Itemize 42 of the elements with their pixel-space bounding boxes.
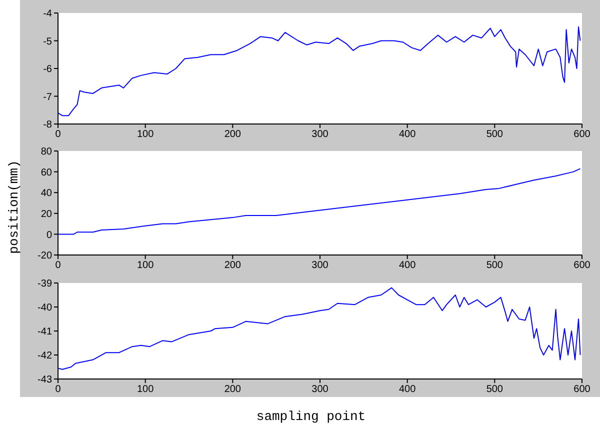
y-tick-label: -43 bbox=[38, 374, 52, 386]
y-tick-label: 80 bbox=[40, 146, 52, 158]
y-tick-label: -20 bbox=[38, 250, 52, 262]
y-tick-label: 0 bbox=[46, 230, 52, 241]
x-tick-label: 400 bbox=[398, 260, 416, 272]
y-tick-label: -39 bbox=[38, 278, 52, 290]
y-tick-label: 60 bbox=[40, 167, 52, 178]
x-tick-label: 600 bbox=[574, 384, 591, 396]
x-tick-label: 0 bbox=[55, 129, 62, 140]
x-tick-label: 0 bbox=[55, 260, 62, 272]
x-tick-label: 0 bbox=[55, 384, 62, 396]
x-tick-label: 200 bbox=[224, 129, 242, 140]
x-tick-label: 200 bbox=[224, 384, 242, 396]
y-tick-label: -8 bbox=[43, 120, 52, 131]
y-tick-label: -7 bbox=[43, 92, 52, 103]
x-tick-label: 100 bbox=[136, 260, 154, 272]
y-axis-title: position(mm) bbox=[6, 160, 22, 254]
y-tick-label: -41 bbox=[38, 326, 52, 338]
y-tick-label: 20 bbox=[40, 208, 52, 220]
x-tick-label: 500 bbox=[486, 384, 504, 396]
y-tick-label: -5 bbox=[43, 36, 52, 48]
x-tick-label: 500 bbox=[486, 129, 504, 140]
y-tick-label: -40 bbox=[38, 302, 52, 314]
x-tick-label: 100 bbox=[136, 129, 154, 140]
x-axis-title: sampling point bbox=[255, 409, 367, 424]
x-tick-label: 100 bbox=[136, 384, 154, 396]
x-tick-label: 400 bbox=[398, 384, 416, 396]
line-series bbox=[58, 287, 581, 370]
y-tick-label: -42 bbox=[38, 350, 52, 362]
x-tick-label: 600 bbox=[574, 260, 591, 272]
x-tick-label: 200 bbox=[224, 260, 242, 272]
x-tick-label: 600 bbox=[574, 129, 591, 140]
y-tick-label: 40 bbox=[40, 188, 52, 200]
x-tick-label: 400 bbox=[398, 129, 416, 140]
x-tick-label: 300 bbox=[312, 260, 329, 272]
x-tick-label: 300 bbox=[312, 129, 329, 140]
x-tick-label: 300 bbox=[312, 384, 329, 396]
line-series bbox=[58, 26, 581, 116]
line-series bbox=[58, 168, 581, 235]
x-tick-label: 500 bbox=[486, 260, 504, 272]
y-tick-label: -4 bbox=[43, 8, 52, 20]
y-tick-label: -6 bbox=[43, 64, 52, 76]
